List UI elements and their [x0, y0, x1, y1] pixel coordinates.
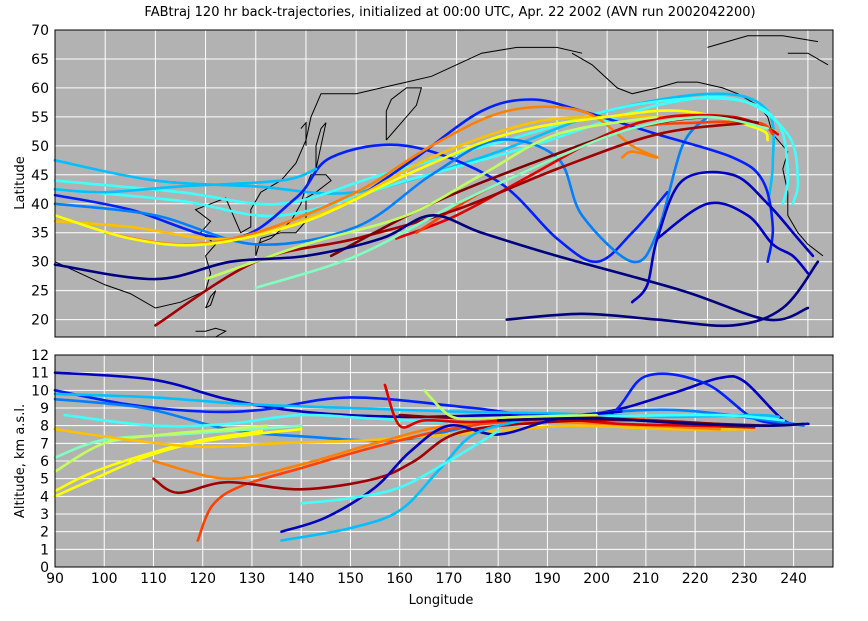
trajectory-line-8: [103, 105, 659, 246]
map-plot-frame: [54, 29, 834, 338]
altitude-trajectory-line-9: [53, 429, 264, 493]
trajectory-line-5: [53, 115, 709, 264]
longitude-tick-label: 190: [534, 571, 561, 587]
coastline: [54, 46, 583, 309]
latitude-tick-label: 50: [31, 139, 49, 155]
longitude-tick-label: 120: [189, 571, 216, 587]
longitude-tick-label: 180: [485, 571, 512, 587]
altitude-tick-label: 5: [40, 472, 49, 488]
latitude-tick-label: 55: [31, 110, 49, 126]
altitude-trajectory-line-10: [53, 424, 756, 449]
figure-title: FABtraj 120 hr back-trajectories, initia…: [144, 5, 755, 20]
altitude-tick-label: 1: [40, 542, 49, 558]
longitude-tick-label: 130: [239, 571, 266, 587]
coastline: [707, 35, 818, 48]
longitude-tick-label: 200: [583, 571, 610, 587]
altitude-tick-label: 12: [31, 348, 49, 364]
trajectory-line-18: [630, 170, 815, 304]
altitude-trajectory-line-17: [280, 419, 525, 542]
trajectory-line-16: [53, 214, 810, 322]
altitude-plot-frame: [54, 354, 834, 568]
trajectory-line-19: [656, 201, 810, 275]
altitude-tick-label: 0: [40, 560, 49, 576]
coastline: [787, 52, 829, 66]
map-trajectories: [53, 92, 820, 328]
trajectory-line-4: [53, 143, 669, 264]
altitude-tick-label: 7: [40, 436, 49, 452]
longitude-tick-label: 230: [731, 571, 758, 587]
trajectory-line-20: [53, 167, 318, 194]
longitude-axis-label: Longitude: [409, 593, 474, 608]
altitude-trajectories: [53, 371, 810, 542]
longitude-tick-label: 220: [682, 571, 709, 587]
altitude-trajectory-line-8: [53, 427, 303, 498]
latitude-axis-label: Latitude: [13, 156, 28, 210]
longitude-ticks: 90 100 110 120 130 140 150 160 170 180 190 200 210 22…: [46, 571, 807, 587]
altitude-trajectory-line-18: [299, 429, 500, 505]
coastline: [205, 290, 217, 309]
latitude-tick-label: 20: [31, 313, 49, 329]
latitude-tick-label: 45: [31, 168, 49, 184]
longitude-tick-label: 170: [436, 571, 463, 587]
latitude-tick-label: 65: [31, 52, 49, 68]
altitude-trajectory-line-2: [53, 372, 795, 426]
coastline: [385, 87, 423, 141]
longitude-tick-label: 90: [46, 571, 64, 587]
longitude-tick-label: 150: [337, 571, 364, 587]
altitude-trajectory-line-5: [63, 413, 786, 428]
coastline: [300, 121, 307, 146]
altitude-tick-label: 2: [40, 525, 49, 541]
altitude-trajectory-line-19: [423, 389, 598, 420]
latitude-tick-label: 70: [31, 23, 49, 39]
latitude-tick-label: 40: [31, 197, 49, 213]
altitude-tick-label: 4: [40, 489, 49, 505]
altitude-trajectory-line-1: [53, 371, 810, 426]
altitude-trajectory-line-7: [53, 424, 268, 473]
trajectory-line-14: [254, 115, 769, 290]
longitude-tick-label: 160: [386, 571, 413, 587]
map-panel: 20 25 30 35 40 45 50 55 60 65 70 Latitude: [13, 23, 834, 338]
latitude-ticks: 20 25 30 35 40 45 50 55 60 65 70: [31, 23, 49, 329]
altitude-tick-label: 6: [40, 454, 49, 470]
altitude-trajectory-line-3: [53, 397, 805, 442]
altitude-axis-label: Altitude, km a.s.l.: [13, 404, 28, 518]
latitude-tick-label: 25: [31, 284, 49, 300]
longitude-tick-label: 240: [780, 571, 807, 587]
altitude-tick-label: 9: [40, 401, 49, 417]
coastline: [195, 327, 227, 338]
longitude-tick-label: 210: [633, 571, 660, 587]
longitude-tick-label: 140: [288, 571, 315, 587]
trajectory-line-15: [204, 115, 659, 281]
latitude-tick-label: 30: [31, 255, 49, 271]
altitude-tick-label: 11: [31, 366, 49, 382]
longitude-tick-label: 100: [91, 571, 118, 587]
altitude-tick-label: 10: [31, 383, 49, 399]
longitude-tick-label: 110: [140, 571, 167, 587]
altitude-tick-label: 8: [40, 419, 49, 435]
latitude-tick-label: 60: [31, 81, 49, 97]
altitude-trajectory-line-6: [53, 424, 303, 459]
altitude-tick-label: 3: [40, 507, 49, 523]
altitude-trajectory-line-20: [496, 417, 805, 427]
coastline: [315, 122, 327, 170]
latitude-tick-label: 35: [31, 226, 49, 242]
trajectory-line-17: [505, 260, 820, 328]
